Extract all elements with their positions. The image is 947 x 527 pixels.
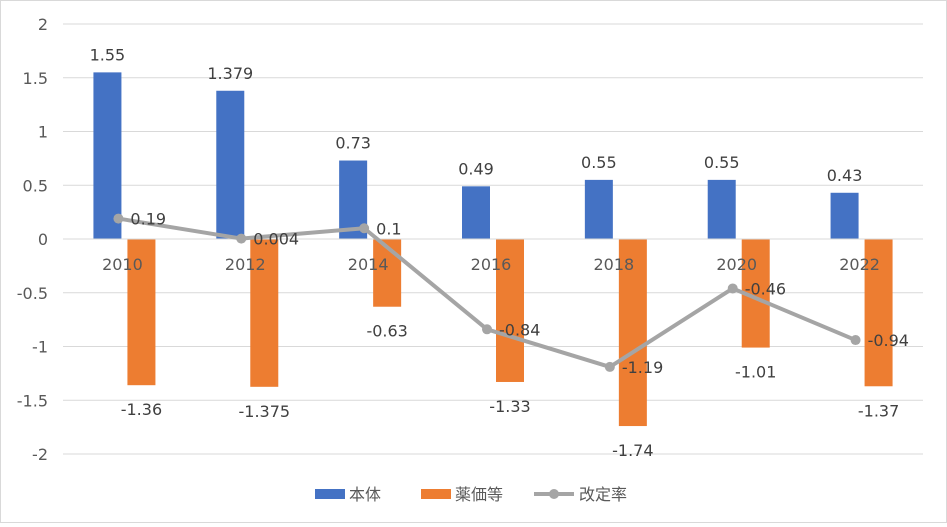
bar-yakka <box>373 239 402 307</box>
x-axis: 2010 2012 2014 2016 2018 2020 2022 <box>63 238 923 274</box>
bar-yakka <box>864 239 893 387</box>
legend: 本体 薬価等 改定率 <box>315 485 627 504</box>
legend-marker <box>549 489 559 499</box>
y-tick-label: 0.5 <box>23 176 48 195</box>
bar-data-label: 0.73 <box>335 134 371 153</box>
legend-label: 薬価等 <box>455 485 503 504</box>
bar-yakka <box>250 239 279 387</box>
bar-data-label: -1.36 <box>121 400 162 419</box>
y-tick-label: -0.5 <box>17 284 48 303</box>
line-data-label: 0.1 <box>376 219 401 238</box>
line-data-label: -0.94 <box>868 331 909 350</box>
bar-data-label: -1.01 <box>735 363 776 382</box>
y-tick-label: 1.5 <box>23 69 48 88</box>
bar-honbody <box>584 179 613 239</box>
bar-yakka <box>496 239 524 382</box>
y-tick-label: -2 <box>32 445 48 464</box>
y-tick-label: 1 <box>38 123 48 142</box>
line-data-label: 0.19 <box>130 210 166 229</box>
legend-label: 改定率 <box>579 485 627 504</box>
line-point <box>604 361 615 372</box>
line-series <box>113 213 861 372</box>
legend-label: 本体 <box>349 485 381 504</box>
x-tick-label: 2014 <box>348 255 389 274</box>
line-point <box>113 213 124 224</box>
line-point <box>359 223 370 234</box>
bar-data-label: -0.63 <box>366 322 407 341</box>
bar-honbody <box>93 72 122 239</box>
bar-data-label: -1.375 <box>238 402 290 421</box>
bar-honbody <box>707 179 736 239</box>
line-point <box>727 283 738 294</box>
x-tick-label: 2020 <box>716 255 757 274</box>
bar-data-label: 1.55 <box>90 45 126 64</box>
line-data-label: -1.19 <box>622 358 663 377</box>
bar-data-label: 0.55 <box>581 153 617 172</box>
bar-yakka <box>618 239 647 427</box>
line-point <box>236 233 247 244</box>
bar-honbody <box>216 90 245 239</box>
y-axis: 2 1.5 1 0.5 0 -0.5 -1 -1.5 -2 <box>17 15 48 464</box>
line-point <box>850 335 861 346</box>
x-tick-label: 2022 <box>839 255 880 274</box>
legend-swatch <box>421 489 451 499</box>
x-tick-label: 2016 <box>471 255 512 274</box>
bar-data-label: -1.37 <box>858 401 899 420</box>
bar-data-label: -1.74 <box>612 441 653 460</box>
y-tick-label: -1 <box>32 338 48 357</box>
y-tick-label: 2 <box>38 15 48 34</box>
bar-data-label: 0.49 <box>458 159 494 178</box>
y-tick-label: -1.5 <box>17 391 48 410</box>
bar-data-label: 0.55 <box>704 153 740 172</box>
bar-data-label: -1.33 <box>489 397 530 416</box>
line-point <box>482 324 492 335</box>
bar-data-label: 0.43 <box>827 166 863 185</box>
x-tick-label: 2012 <box>225 255 266 274</box>
line-data-label: 0.004 <box>253 230 299 249</box>
x-tick-label: 2018 <box>593 255 634 274</box>
legend-swatch <box>315 489 345 499</box>
line-data-label: -0.84 <box>499 320 540 339</box>
bar-honbody <box>462 186 490 239</box>
bar-data-label: 1.379 <box>207 64 253 83</box>
bar-honbody <box>830 192 859 239</box>
x-tick-label: 2010 <box>102 255 143 274</box>
bars <box>93 72 893 427</box>
bar-yakka <box>127 239 156 386</box>
data-labels: 1.55 1.379 0.73 0.49 0.55 0.55 0.43 -1.36 -1.375… <box>90 45 909 460</box>
line-data-label: -0.46 <box>745 279 786 298</box>
y-tick-label: 0 <box>38 230 48 249</box>
